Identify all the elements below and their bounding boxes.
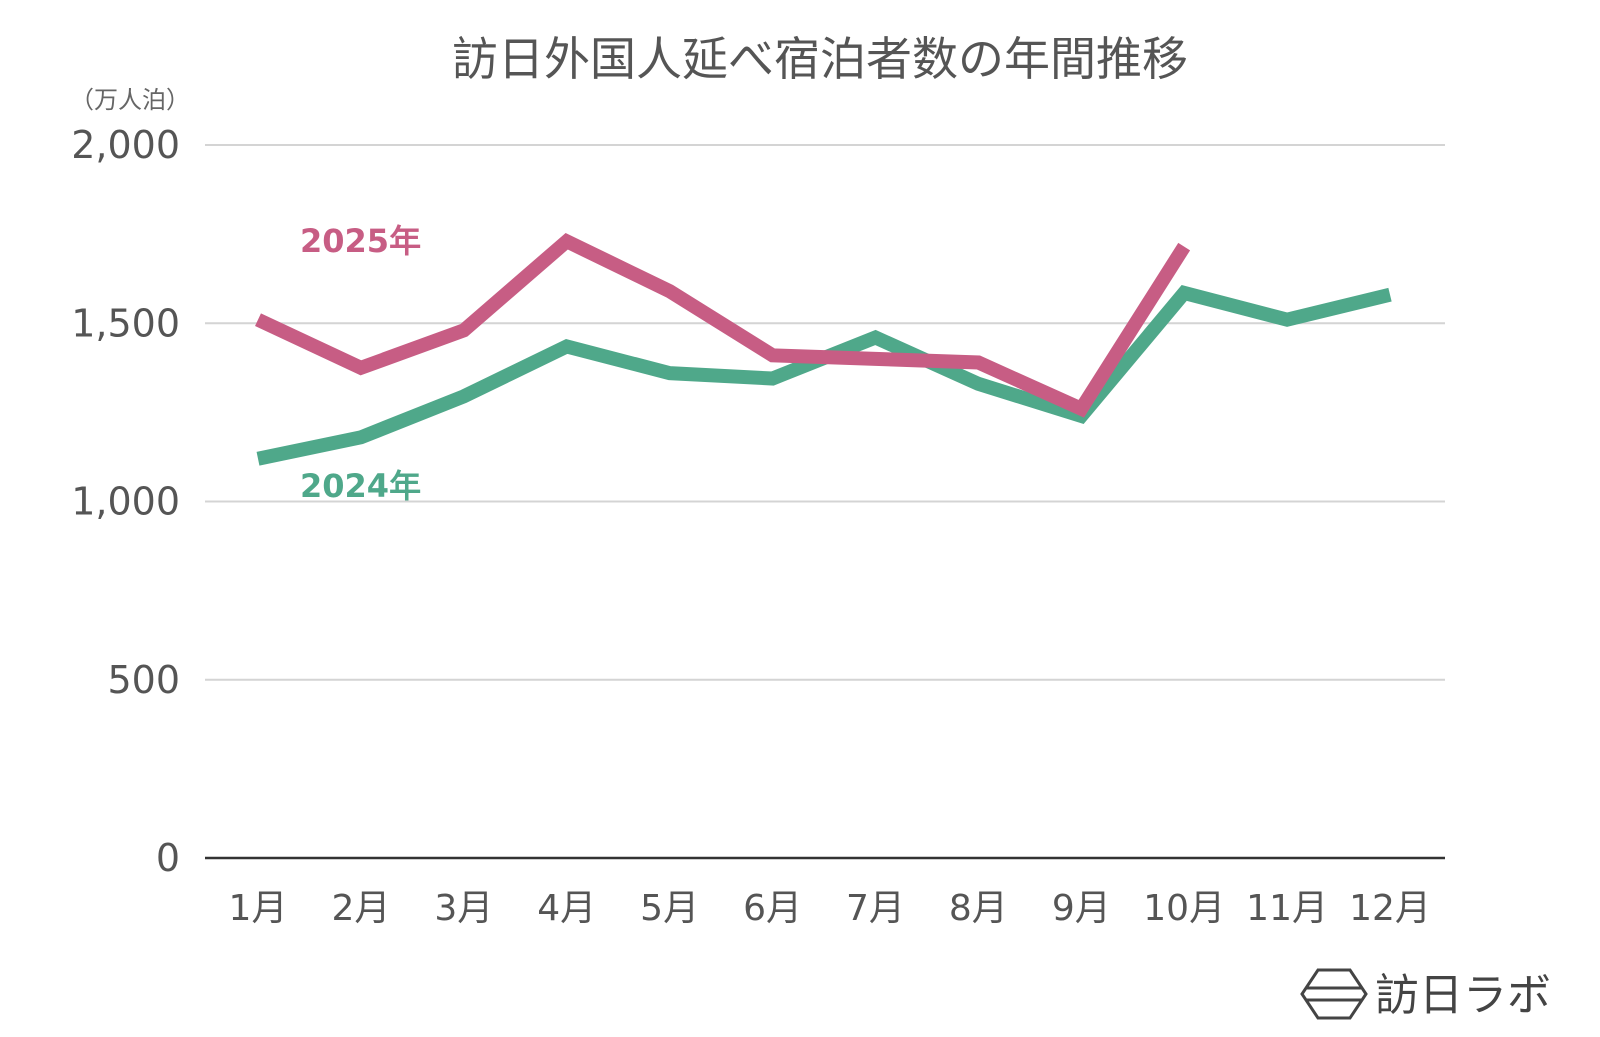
x-tick-label: 4月	[537, 888, 596, 929]
y-tick-label: 500	[107, 658, 180, 702]
x-tick-label: 12月	[1349, 888, 1431, 929]
x-tick-label: 9月	[1052, 888, 1111, 929]
series-line-0	[256, 285, 1392, 466]
y-tick-labels: 0 500 1,000 1,500 2,000	[71, 123, 180, 880]
x-tick-label: 7月	[846, 888, 905, 929]
grid-lines	[205, 144, 1445, 860]
brand-name: 訪日ラボ	[1375, 970, 1551, 1021]
brand-logo: 訪日ラボ	[1300, 968, 1551, 1021]
x-tick-label: 10月	[1143, 888, 1225, 929]
y-tick-label: 2,000	[71, 123, 180, 167]
hexagon-logo-icon	[1300, 968, 1368, 1020]
chart-title: 訪日外国人延べ宿泊者数の年間推移	[452, 32, 1188, 86]
x-tick-label: 11月	[1246, 888, 1328, 929]
series-label-2025: 2025年	[300, 222, 421, 260]
x-tick-label: 3月	[434, 888, 493, 929]
y-unit-label: （万人泊）	[70, 86, 190, 114]
x-tick-label: 5月	[640, 888, 699, 929]
x-tick-label: 8月	[949, 888, 1008, 929]
y-tick-label: 1,000	[71, 480, 180, 524]
x-tick-label: 1月	[229, 888, 288, 929]
x-tick-label: 6月	[743, 888, 802, 929]
y-tick-label: 0	[156, 836, 180, 880]
series-lines	[255, 232, 1392, 466]
x-tick-label: 2月	[331, 888, 390, 929]
series-line-1	[255, 232, 1191, 418]
series-label-2024: 2024年	[300, 467, 421, 505]
x-tick-labels: 1月 2月 3月 4月 5月 6月 7月 8月 9月 10月 11月 12月	[229, 888, 1431, 929]
y-tick-label: 1,500	[71, 301, 180, 345]
